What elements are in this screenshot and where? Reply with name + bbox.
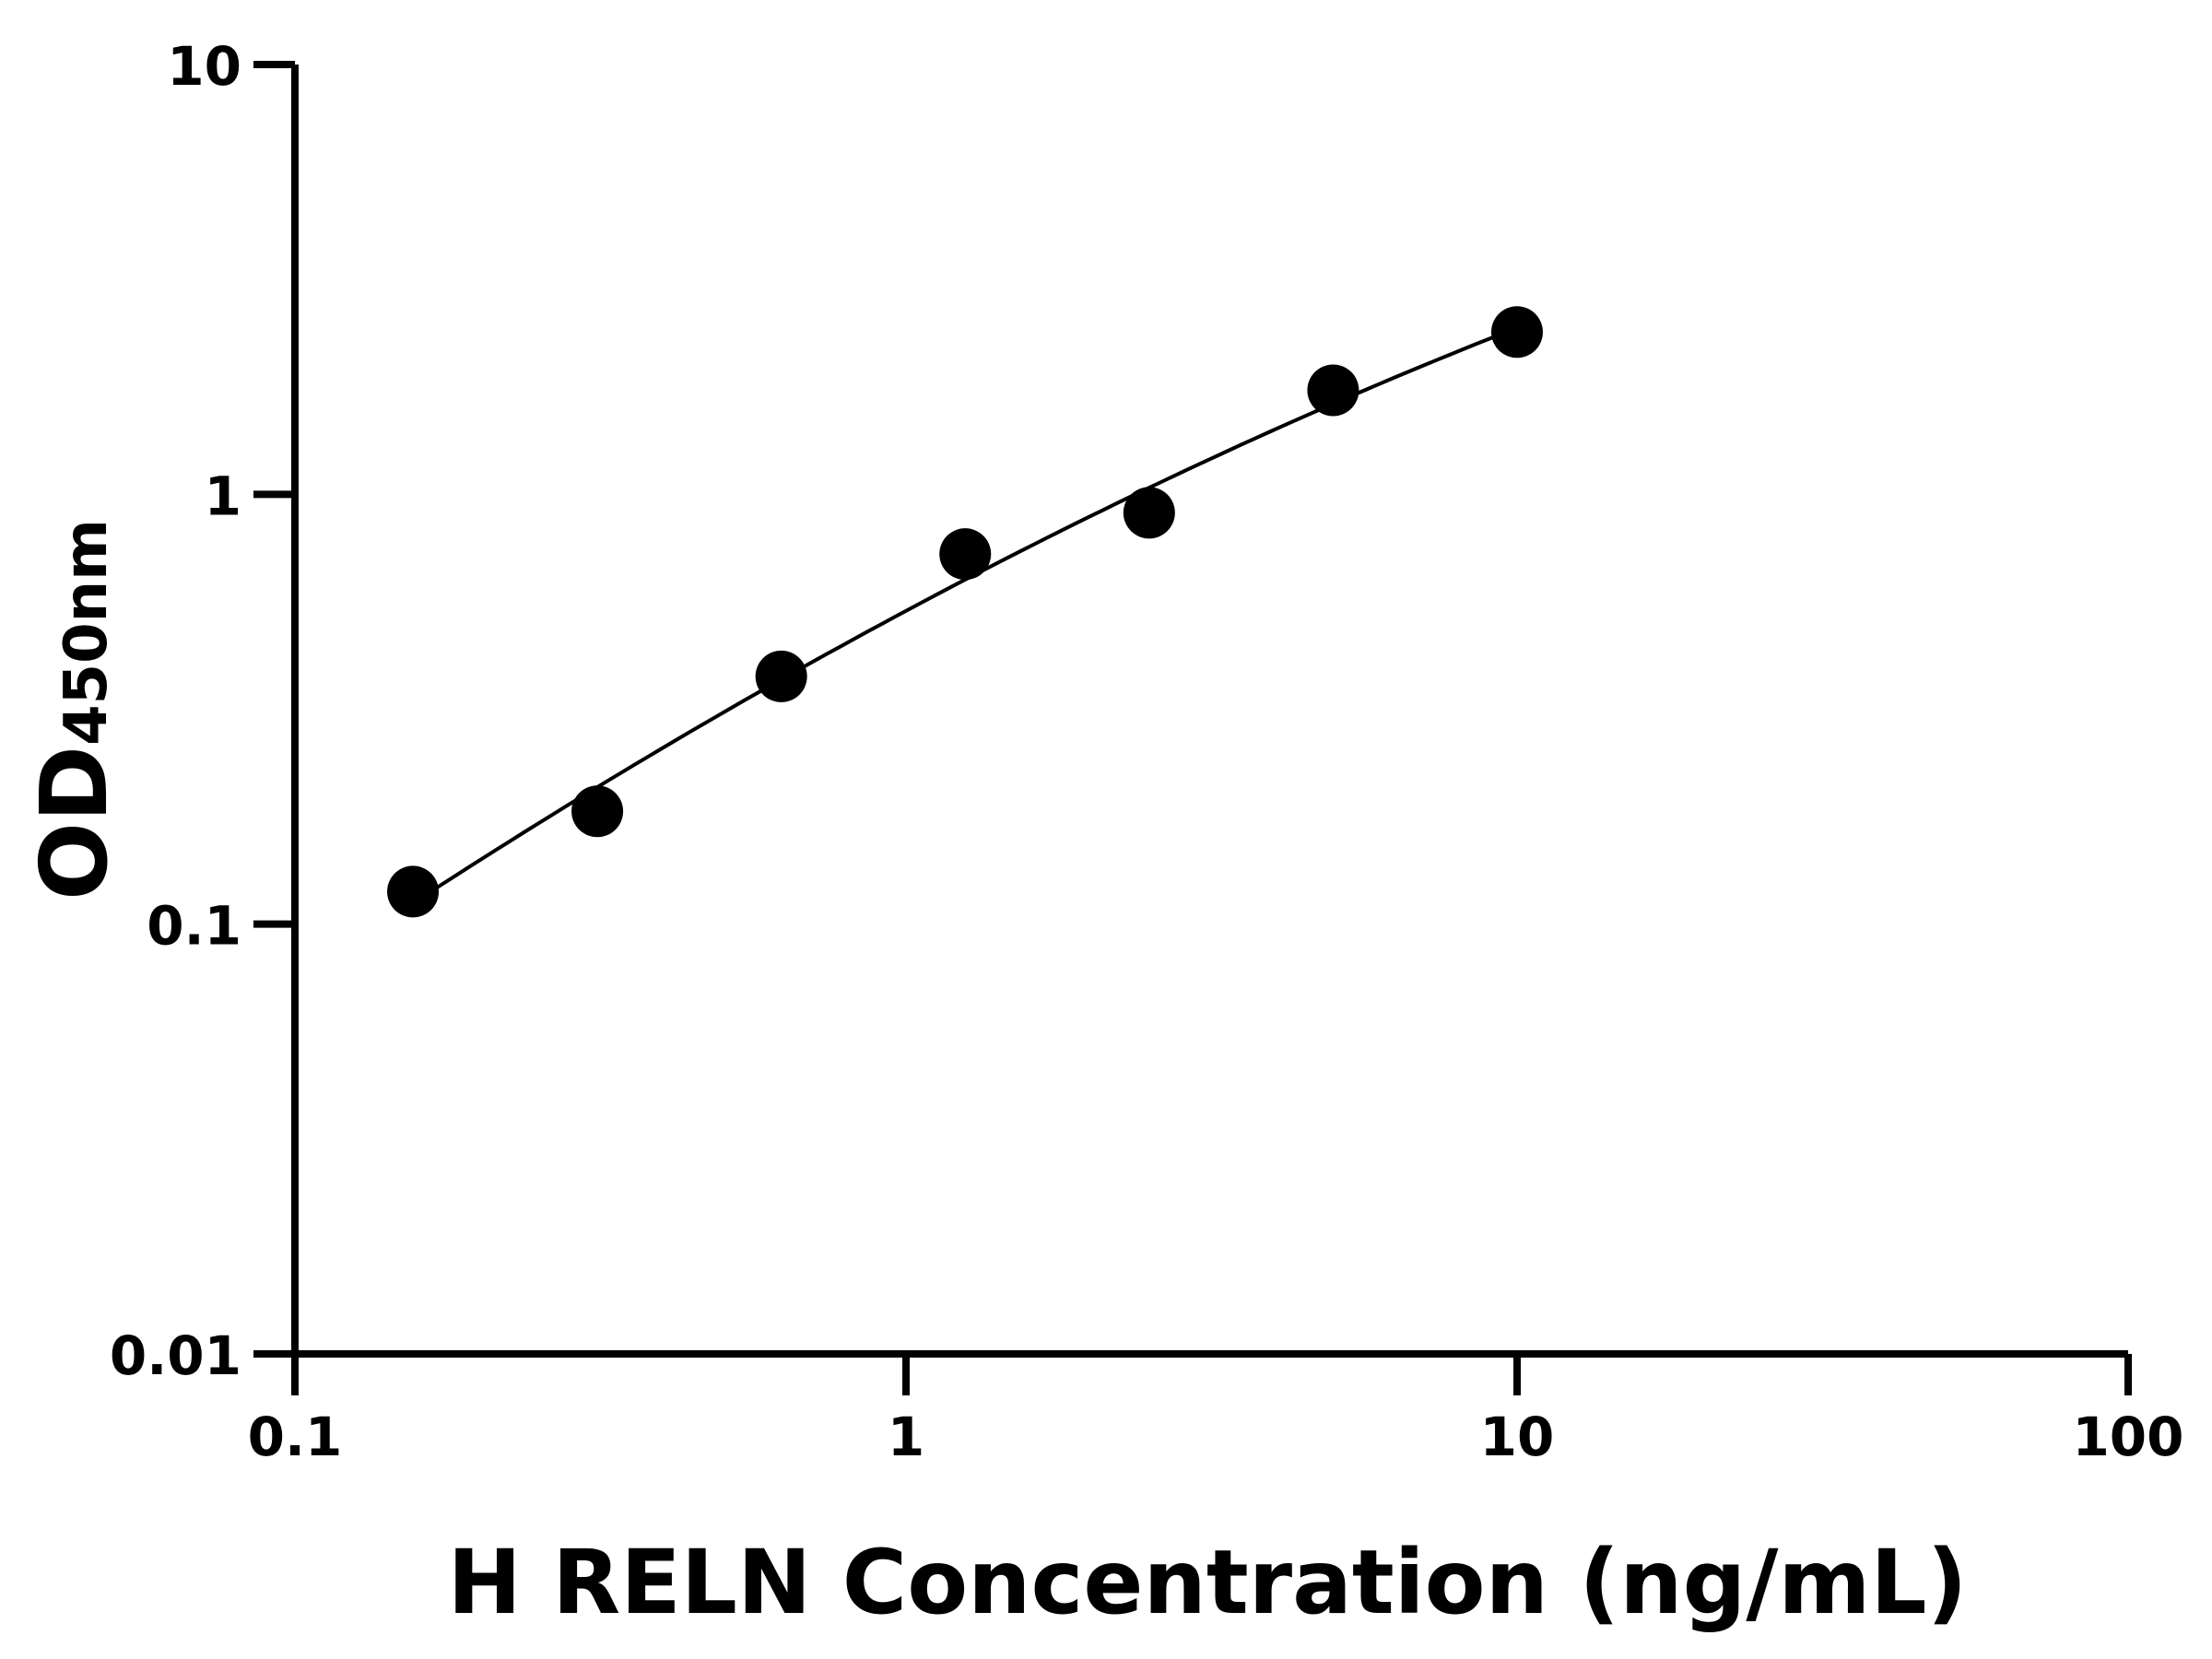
y-tick-label: 0.1 [147,895,241,958]
data-point [1491,306,1543,359]
y-tick-label: 1 [205,465,241,527]
y-tick-label: 10 [167,35,241,98]
data-point [1307,364,1359,417]
x-tick-label: 100 [2072,1406,2183,1468]
x-tick-label: 0.1 [248,1406,343,1468]
data-points [387,306,1543,918]
y-axis-title: OD450nm [20,519,128,900]
data-point [939,528,992,581]
data-point [387,865,440,918]
data-point [1123,487,1175,539]
x-axis-title: H RELN Concentration (ng/mL) [448,1531,1968,1634]
y-axis-title-main: OD [20,746,128,900]
x-tick-label: 1 [888,1406,924,1468]
x-tick-label: 10 [1480,1406,1555,1468]
y-tick-label: 0.01 [110,1324,241,1387]
data-point [755,650,807,702]
data-point [571,785,624,838]
y-axis-title-sub: 450nm [53,519,121,746]
